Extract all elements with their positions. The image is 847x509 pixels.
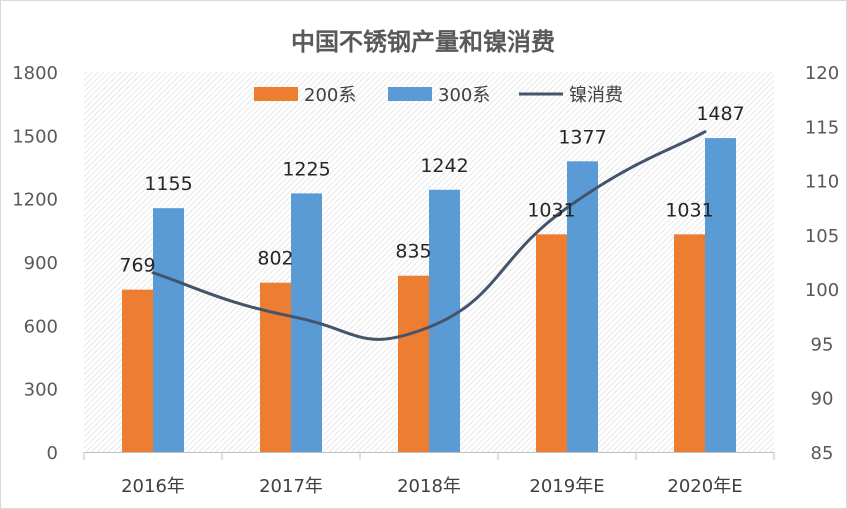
bar-200系 — [260, 282, 291, 452]
data-label: 1155 — [144, 173, 192, 195]
bar-200系 — [122, 289, 153, 452]
data-label: 1487 — [696, 103, 744, 125]
bar-200系 — [674, 234, 705, 452]
y-right-tick-label: 95 — [811, 334, 834, 355]
bar-300系 — [567, 161, 598, 453]
y-right-tick-label: 85 — [811, 443, 834, 464]
line-series — [151, 130, 707, 341]
chart-title: 中国不锈钢产量和镍消费 — [291, 28, 555, 56]
data-label: 835 — [395, 241, 431, 263]
bar-300系 — [705, 138, 736, 453]
legend-swatch — [254, 87, 298, 101]
y-left-tick-label: 600 — [24, 316, 58, 337]
x-tick-label: 2018年 — [397, 476, 461, 497]
legend-label: 300系 — [438, 85, 490, 106]
y-right-tick-label: 115 — [805, 117, 839, 138]
x-tick-label: 2017年 — [259, 476, 323, 497]
right-axis: 85 90 95 100 105 110 115 120 — [805, 63, 839, 464]
left-axis: 0 300 600 900 1200 1500 1800 — [12, 63, 58, 464]
legend-swatch — [388, 87, 432, 101]
y-left-tick-label: 900 — [24, 253, 58, 274]
data-label: 1031 — [527, 199, 575, 221]
data-labels: 769 1155 802 1225 835 1242 1031 1377 1031 1487 — [119, 103, 744, 277]
x-tick-label: 2016年 — [121, 476, 185, 497]
bar-200系 — [398, 275, 429, 452]
y-right-tick-label: 100 — [805, 280, 839, 301]
legend-label: 镍消费 — [569, 85, 623, 106]
bar-200系 — [536, 234, 567, 452]
y-left-tick-label: 300 — [24, 380, 58, 401]
legend: 200系 300系 镍消费 — [254, 85, 623, 106]
x-tick-label: 2019年E — [529, 476, 604, 497]
y-left-tick-label: 1800 — [12, 63, 58, 84]
y-right-tick-label: 105 — [805, 226, 839, 247]
x-axis: 2016年 2017年 2018年 2019年E 2020年E — [83, 452, 775, 497]
bars — [122, 138, 736, 453]
data-label: 802 — [257, 248, 293, 270]
line-镍消费 — [151, 130, 707, 341]
bar-300系 — [153, 208, 184, 452]
x-tick-label: 2020年E — [667, 476, 742, 497]
data-label: 1242 — [420, 155, 468, 177]
y-left-tick-label: 1200 — [12, 190, 58, 211]
y-left-tick-label: 1500 — [12, 126, 58, 147]
y-left-tick-label: 0 — [47, 443, 58, 464]
data-label: 769 — [119, 255, 155, 277]
data-label: 1031 — [665, 199, 713, 221]
y-right-tick-label: 90 — [811, 389, 834, 410]
data-label: 1225 — [282, 158, 330, 180]
y-right-tick-label: 120 — [805, 63, 839, 84]
legend-label: 200系 — [304, 85, 356, 106]
data-label: 1377 — [558, 126, 606, 148]
y-right-tick-label: 110 — [805, 172, 839, 193]
